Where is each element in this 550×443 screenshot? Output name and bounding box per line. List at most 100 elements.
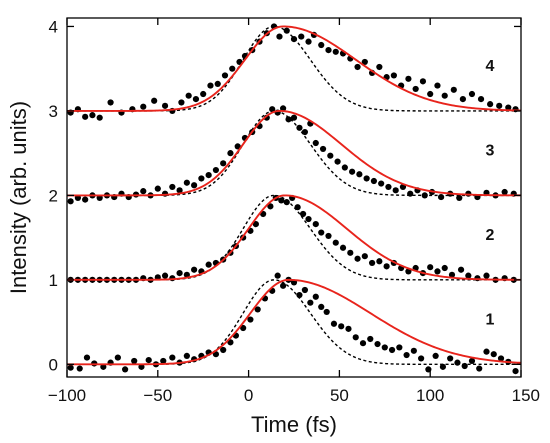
data-point-2-31: [283, 199, 290, 206]
data-point-1-23: [240, 324, 247, 332]
x-tick-label-1: −50: [143, 386, 172, 405]
data-point-1-44: [374, 340, 381, 348]
data-point-1-61: [497, 355, 505, 362]
data-point-4-4: [96, 114, 103, 121]
data-point-4-53: [477, 95, 485, 103]
data-point-3-33: [296, 124, 303, 131]
data-point-4-34: [332, 48, 339, 55]
data-point-1-57: [468, 357, 476, 365]
data-point-1-20: [220, 346, 227, 354]
data-point-1-34: [307, 299, 314, 306]
data-point-2-38: [325, 232, 332, 240]
data-point-2-19: [205, 261, 212, 268]
data-point-1-47: [396, 344, 403, 351]
plot-frame: [66, 17, 522, 378]
data-point-3-55: [456, 194, 463, 202]
data-point-2-53: [434, 268, 441, 275]
data-point-3-34: [301, 128, 308, 136]
data-point-1-41: [352, 334, 359, 341]
data-point-2-54: [441, 264, 448, 272]
data-point-1-39: [338, 323, 345, 330]
data-point-1-56: [461, 362, 468, 370]
data-point-4-14: [192, 95, 200, 103]
y-tick-label-2: 2: [49, 186, 58, 205]
data-point-3-13: [161, 190, 169, 197]
data-point-1-36: [318, 303, 325, 310]
y-tick-label-1: 1: [49, 271, 58, 290]
data-point-2-36: [312, 221, 319, 228]
trace-label-3: 3: [486, 143, 495, 160]
data-point-2-58: [474, 275, 481, 282]
data-point-1-4: [100, 363, 107, 370]
data-point-2-59: [483, 272, 490, 279]
fit-curve-2: [67, 194, 521, 281]
data-point-4-37: [354, 63, 361, 71]
data-point-2-41: [347, 249, 354, 256]
data-point-2-42: [354, 255, 361, 262]
data-point-3-47: [392, 187, 399, 194]
y-tick-label-3: 3: [49, 102, 58, 121]
data-point-1-63: [512, 367, 519, 375]
fit-curve-1: [67, 278, 522, 366]
data-point-2-55: [448, 271, 456, 278]
data-point-3-0: [67, 198, 74, 205]
x-tick-label-2: 0: [244, 386, 253, 405]
data-point-1-49: [410, 347, 417, 354]
data-point-3-46: [385, 183, 392, 191]
data-point-1-15: [183, 352, 190, 359]
data-point-1-38: [330, 320, 338, 327]
data-point-2-57: [465, 272, 472, 279]
data-point-2-35: [305, 215, 312, 223]
data-point-2-26: [252, 221, 259, 228]
data-point-3-60: [501, 188, 508, 196]
data-point-4-10: [161, 102, 169, 109]
data-point-2-17: [191, 266, 198, 273]
data-point-4-32: [318, 41, 325, 49]
data-point-2-46: [383, 263, 390, 270]
data-point-2-40: [339, 244, 347, 251]
data-point-3-18: [198, 175, 205, 182]
series-layer: 1 2 3 4: [67, 23, 522, 375]
data-point-4-42: [390, 72, 397, 79]
data-point-3-31: [285, 116, 292, 123]
data-point-4-27: [283, 27, 290, 34]
data-point-4-52: [468, 90, 476, 98]
fit-curve-3: [67, 109, 522, 197]
data-point-3-36: [312, 139, 319, 147]
data-point-1-8: [131, 357, 138, 365]
data-point-4-40: [376, 63, 383, 71]
data-point-1-12: [160, 357, 167, 365]
data-point-4-19: [229, 65, 236, 72]
data-point-4-26: [276, 33, 283, 40]
data-point-2-13: [161, 272, 169, 279]
data-point-3-22: [227, 150, 234, 157]
data-point-2-16: [183, 271, 190, 278]
data-point-2-33: [294, 204, 301, 211]
data-point-3-16: [183, 179, 190, 186]
x-tick-label-5: 150: [512, 386, 540, 405]
data-point-1-6: [114, 354, 121, 361]
data-point-1-29: [280, 282, 287, 289]
data-point-3-32: [290, 114, 298, 121]
data-point-3-44: [370, 177, 377, 185]
data-point-1-54: [447, 355, 454, 362]
data-point-3-19: [205, 172, 212, 179]
data-point-2-30: [278, 197, 285, 204]
data-point-3-17: [191, 182, 198, 189]
data-point-2-52: [427, 264, 434, 271]
x-tick-label-4: 100: [416, 386, 444, 405]
fit-curve-4: [67, 25, 522, 112]
data-point-3-43: [363, 175, 370, 182]
data-point-1-60: [490, 351, 497, 358]
data-point-3-14: [169, 183, 176, 191]
data-point-4-33: [325, 47, 332, 54]
data-point-4-38: [361, 58, 368, 66]
data-point-3-37: [319, 145, 327, 153]
data-point-4-18: [221, 72, 229, 79]
data-point-4-51: [459, 95, 466, 103]
data-point-4-29: [298, 33, 305, 40]
y-tick-label-4: 4: [49, 17, 58, 36]
data-point-3-23: [234, 143, 241, 150]
trace-label-2: 2: [486, 227, 495, 244]
